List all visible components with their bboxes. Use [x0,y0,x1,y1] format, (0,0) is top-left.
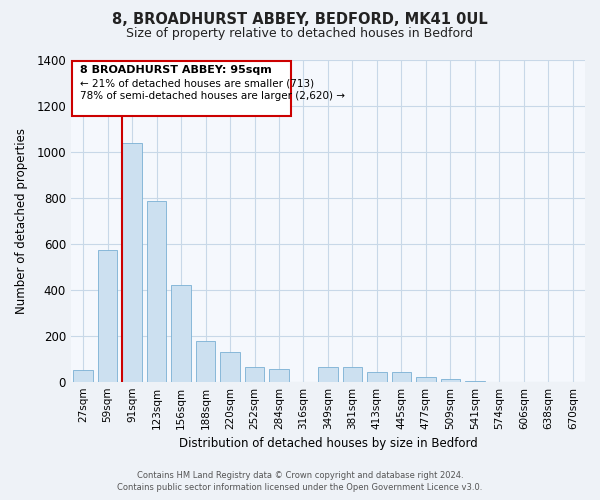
Y-axis label: Number of detached properties: Number of detached properties [15,128,28,314]
Bar [367,372,387,382]
FancyBboxPatch shape [72,61,291,116]
Text: 8, BROADHURST ABBEY, BEDFORD, MK41 0UL: 8, BROADHURST ABBEY, BEDFORD, MK41 0UL [112,12,488,28]
Text: ← 21% of detached houses are smaller (713): ← 21% of detached houses are smaller (71… [80,78,314,88]
Bar [318,366,338,382]
X-axis label: Distribution of detached houses by size in Bedford: Distribution of detached houses by size … [179,437,478,450]
Bar [98,250,118,382]
Bar [220,352,240,382]
Bar [147,202,166,382]
Text: 8 BROADHURST ABBEY: 95sqm: 8 BROADHURST ABBEY: 95sqm [80,64,271,74]
Text: Size of property relative to detached houses in Bedford: Size of property relative to detached ho… [127,28,473,40]
Bar [440,380,460,382]
Bar [73,370,93,382]
Bar [465,380,485,382]
Text: 78% of semi-detached houses are larger (2,620) →: 78% of semi-detached houses are larger (… [80,91,344,101]
Bar [269,369,289,382]
Bar [196,341,215,382]
Bar [245,366,265,382]
Bar [172,285,191,382]
Bar [416,377,436,382]
Bar [392,372,411,382]
Text: Contains HM Land Registry data © Crown copyright and database right 2024.
Contai: Contains HM Land Registry data © Crown c… [118,471,482,492]
Bar [122,142,142,382]
Bar [343,366,362,382]
